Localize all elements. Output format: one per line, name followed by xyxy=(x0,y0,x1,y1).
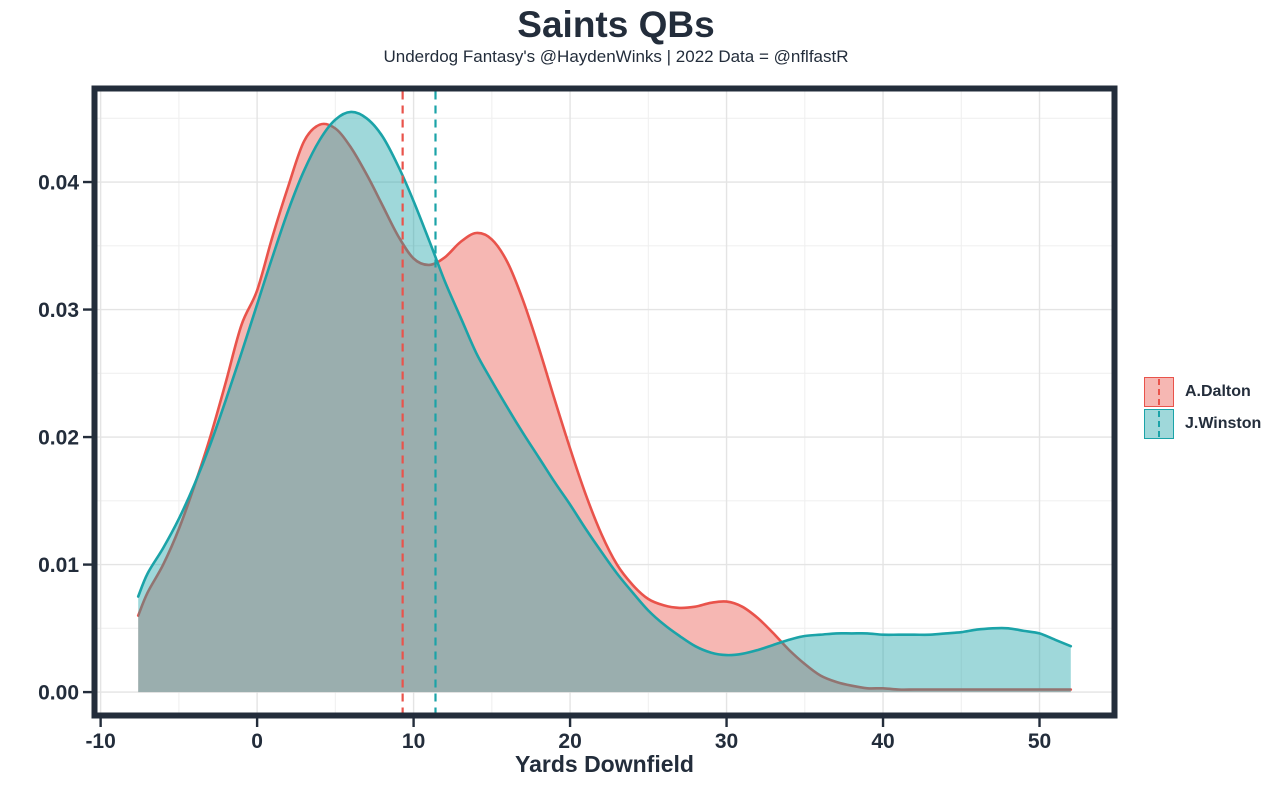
legend-dashed-line-icon xyxy=(1158,378,1160,405)
x-tick-label: 0 xyxy=(251,730,263,753)
y-tick-label: 0.02 xyxy=(38,427,79,450)
x-tick-label: 30 xyxy=(715,730,738,753)
x-tick-label: -10 xyxy=(85,730,115,753)
y-tick-label: 0.03 xyxy=(38,299,79,322)
legend-key-dalton xyxy=(1144,376,1174,407)
density-area-a-dalton xyxy=(138,123,1071,693)
axes: -10 0 10 20 30 40 50 0.00 0.01 0.02 0.03 0.04 xyxy=(38,172,1051,753)
density-area-j-winston xyxy=(138,111,1071,693)
panel-border xyxy=(91,85,1118,719)
legend-entry-winston: J.Winston xyxy=(1144,408,1261,439)
x-tick-label: 10 xyxy=(402,730,425,753)
legend: A.Dalton J.Winston xyxy=(1144,376,1261,440)
density-line-a-dalton xyxy=(136,122,1073,691)
y-tick-label: 0.00 xyxy=(38,682,79,705)
density-line-j-winston xyxy=(136,110,1073,657)
chart-subtitle: Underdog Fantasy's @HaydenWinks | 2022 D… xyxy=(383,47,849,66)
legend-label-dalton: A.Dalton xyxy=(1185,382,1251,400)
x-tick-label: 50 xyxy=(1028,730,1051,753)
chart-title: Saints QBs xyxy=(517,4,715,45)
y-tick-label: 0.01 xyxy=(38,554,79,577)
y-tick-label: 0.04 xyxy=(38,172,79,195)
x-tick-label: 40 xyxy=(871,730,894,753)
legend-entry-dalton: A.Dalton xyxy=(1144,376,1261,407)
density-areas xyxy=(136,91,1073,713)
legend-dashed-line-icon xyxy=(1158,410,1160,437)
x-axis-title: Yards Downfield xyxy=(515,751,694,777)
legend-label-winston: J.Winston xyxy=(1185,414,1262,432)
x-tick-label: 20 xyxy=(558,730,581,753)
legend-key-winston xyxy=(1144,408,1174,439)
